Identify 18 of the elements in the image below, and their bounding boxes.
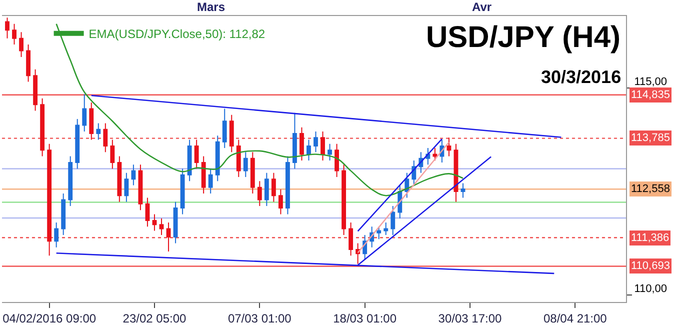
ref-line-label: 112,558 [631,183,670,195]
ref-line-label: 111,386 [631,232,670,244]
legend-label: EMA(USD/JPY.Close,50): 112,82 [88,27,266,42]
text: 30/3/2016 [541,67,622,87]
x-tick-label: 08/04 21:00 [543,311,608,326]
x-tick-label: 04/02/2016 09:00 [2,311,96,326]
ref-line-label: 114,835 [631,89,670,101]
text: Mars [197,0,226,14]
x-tick-label: 07/03 01:00 [228,311,292,326]
text: Avr [472,0,492,14]
chart-title: USD/JPY (H4) [426,21,621,54]
y-tick-label: 115,00 [634,76,668,88]
x-tick-label: 23/02 05:00 [122,311,187,326]
ref-line-label: 113,785 [631,132,670,144]
x-tick-label: 18/03 01:00 [333,311,397,326]
ref-line-label: 110,693 [631,260,670,272]
x-tick-label: 30/03 17:00 [438,311,502,326]
y-tick-label: 110,00 [634,282,668,295]
